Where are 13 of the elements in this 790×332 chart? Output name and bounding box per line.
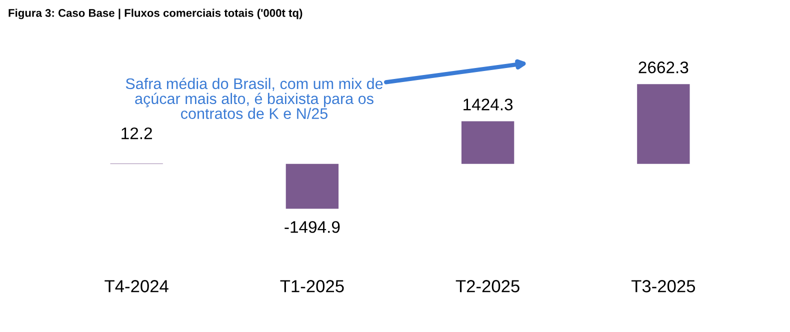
bar — [461, 121, 514, 164]
data-label: 12.2 — [122, 127, 152, 140]
x-tick-label: T4-2024 — [104, 280, 168, 292]
bar — [637, 84, 690, 164]
data-label: 1424.3 — [464, 98, 513, 110]
x-tick-label: T1-2025 — [280, 280, 344, 292]
x-tick-label: T3-2025 — [631, 280, 696, 292]
chart-title: Figura 3: Caso Base | Fluxos comerciais totais ('000t tq) — [8, 8, 302, 20]
x-tick-label: T2-2025 — [456, 280, 520, 292]
bar — [286, 164, 339, 209]
data-label: -1494.9 — [284, 221, 340, 233]
data-label: 2662.3 — [638, 62, 688, 74]
annotation: Safra média do Brasil, com um mix de açúcar mais alto, é baixista para os contratos de K e N/25 — [126, 78, 383, 119]
